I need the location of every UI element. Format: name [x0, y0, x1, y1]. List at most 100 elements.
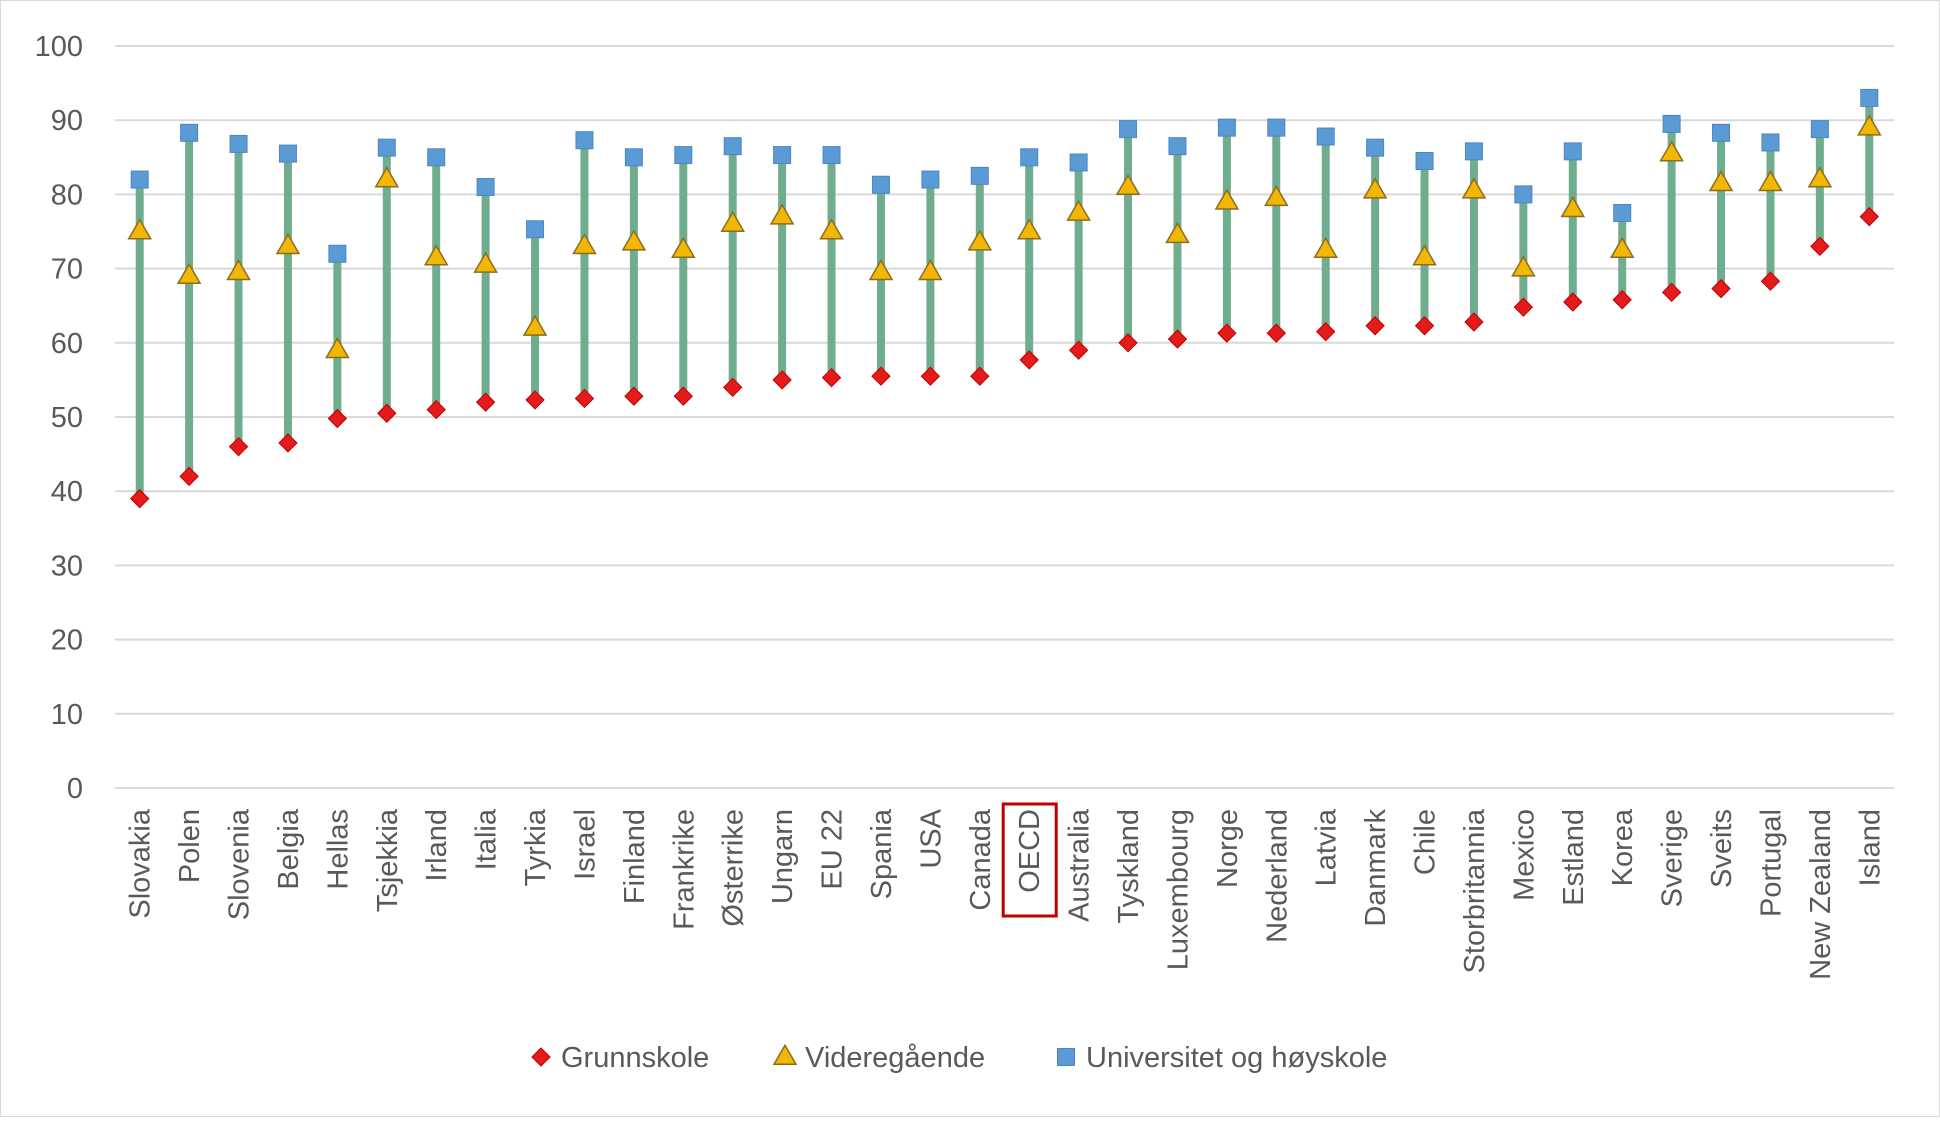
diamond-marker [1810, 236, 1830, 257]
triangle-marker [1807, 166, 1833, 188]
y-tick-label: 10 [51, 699, 83, 731]
triangle-marker [1412, 244, 1437, 266]
square-marker [1020, 148, 1039, 167]
x-tick-label: Island [1854, 809, 1886, 886]
triangle-marker [176, 262, 202, 284]
square-marker [871, 175, 890, 194]
square-marker [526, 220, 545, 239]
diamond-marker [1859, 206, 1879, 227]
x-tick-label: Belgia [273, 808, 305, 889]
diamond-marker [1414, 316, 1435, 336]
square-marker [278, 144, 297, 163]
square-marker [1712, 123, 1731, 142]
legend-square-marker [1057, 1048, 1075, 1066]
diamond-marker [179, 466, 199, 487]
diamond-marker [377, 403, 397, 423]
x-tick-label: Danmark [1360, 809, 1392, 927]
legend-item: Universitet og høyskole [1057, 1042, 1387, 1074]
diamond-marker [970, 366, 990, 386]
legend-label: Videregående [805, 1042, 985, 1074]
legend-label: Universitet og høyskole [1086, 1042, 1387, 1074]
y-axis-ticks: 0 10 20 30 40 50 60 70 80 90 100 [35, 31, 83, 805]
diamond-marker [871, 366, 891, 386]
x-tick-label: Chile [1410, 809, 1442, 875]
diamond-marker [1365, 316, 1385, 336]
triangle-marker [226, 259, 251, 281]
diamond-marker [1711, 278, 1731, 299]
diamond-marker [278, 433, 298, 453]
diamond-marker [228, 436, 249, 457]
diamond-marker [1068, 340, 1089, 360]
x-tick-label: Sverige [1657, 809, 1689, 907]
diamond-marker [525, 390, 545, 410]
diamond-marker [821, 367, 842, 388]
x-tick-label: Ungarn [767, 809, 799, 904]
square-marker [1217, 118, 1236, 137]
x-tick-label: Hellas [322, 809, 354, 890]
square-marker [1119, 120, 1138, 139]
y-tick-label: 60 [51, 328, 83, 360]
square-marker [674, 146, 693, 165]
diamond-marker [1167, 329, 1188, 349]
x-tick-label: New Zealand [1805, 809, 1837, 980]
triangle-marker [621, 229, 647, 251]
square-marker [1069, 153, 1088, 172]
y-tick-label: 80 [51, 179, 83, 211]
square-marker [130, 170, 149, 189]
diamond-marker [1316, 321, 1336, 342]
x-tick-label: Israel [569, 809, 601, 880]
x-tick-label: Finland [619, 809, 651, 904]
triangle-marker [1659, 140, 1684, 162]
y-tick-label: 0 [67, 773, 83, 805]
x-tick-label: USA [915, 808, 947, 868]
y-tick-label: 40 [51, 476, 83, 508]
x-tick-label: Latvia [1311, 808, 1343, 886]
square-marker [773, 146, 792, 165]
range-bars [135, 97, 1874, 499]
triangle-marker [275, 233, 301, 255]
square-marker [427, 148, 446, 167]
triangle-marker [1758, 169, 1783, 192]
x-tick-label: Australia [1064, 808, 1096, 922]
square-marker [1761, 133, 1780, 152]
square-marker [575, 131, 594, 150]
diamond-marker [624, 386, 644, 406]
y-tick-label: 50 [51, 402, 83, 434]
legend-item: Grunnskole [531, 1042, 709, 1074]
square-marker [1514, 185, 1533, 204]
square-marker [822, 146, 841, 165]
triangle-marker [769, 203, 795, 225]
x-tick-label: Canada [965, 808, 997, 910]
triangle-marker [819, 218, 844, 240]
x-tick-label: Nederland [1261, 809, 1293, 943]
x-tick-label: Irland [421, 809, 453, 882]
triangle-marker [720, 210, 746, 233]
diamond-marker [1019, 350, 1039, 370]
x-tick-label: Norge [1212, 809, 1244, 888]
diamond-marker [1760, 271, 1781, 291]
triangle-marker [1115, 173, 1141, 195]
triangle-marker [127, 218, 153, 240]
diamond-marker [1563, 292, 1583, 312]
x-tick-label: Sveits [1706, 809, 1738, 888]
triangle-marker [572, 233, 597, 255]
square-marker [180, 123, 199, 142]
diamond-marker [1661, 282, 1682, 303]
x-tick-label: Slovakia [125, 808, 157, 918]
square-marker [1168, 137, 1187, 156]
square-marker [970, 166, 989, 185]
triangle-marker [1214, 188, 1240, 210]
x-tick-label: Korea [1607, 808, 1639, 886]
y-tick-label: 70 [51, 254, 83, 286]
diamond-marker [1513, 297, 1534, 317]
x-tick-label: Italia [471, 808, 503, 870]
legend: Grunnskole Videregående Universitet og høy… [531, 1042, 1387, 1074]
triangle-marker [374, 166, 400, 188]
square-marker [1613, 203, 1632, 222]
diamond-marker [574, 388, 595, 409]
square-marker [1464, 142, 1483, 161]
y-tick-label: 30 [51, 550, 83, 582]
square-marker [723, 137, 742, 156]
diamond-marker [723, 377, 743, 398]
